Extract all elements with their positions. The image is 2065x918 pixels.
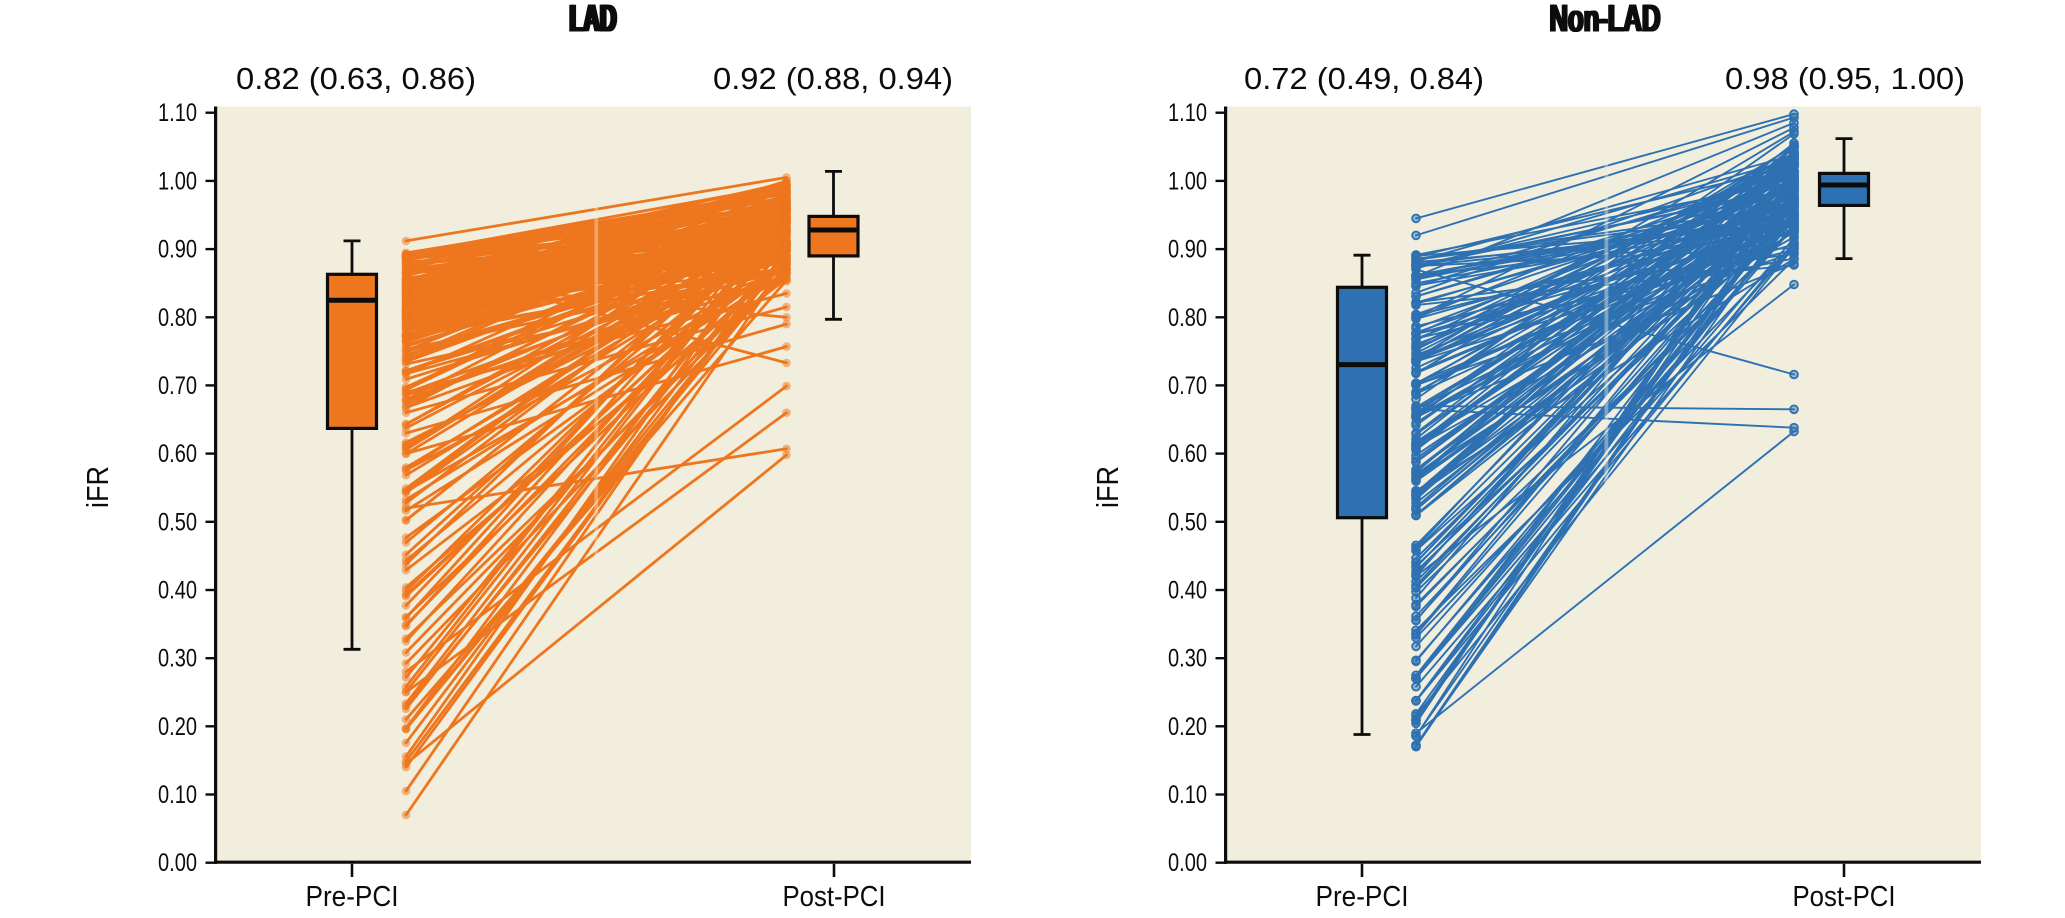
svg-text:0.70: 0.70	[1168, 372, 1207, 400]
svg-text:0.10: 0.10	[1168, 781, 1207, 809]
svg-text:0.20: 0.20	[158, 713, 197, 741]
svg-text:0.10: 0.10	[158, 781, 197, 809]
svg-text:Non-LAD: Non-LAD	[1551, 0, 1662, 41]
svg-text:0.80: 0.80	[158, 304, 197, 332]
svg-text:Pre-PCI: Pre-PCI	[306, 881, 399, 913]
svg-text:LAD: LAD	[571, 0, 618, 41]
svg-text:1.10: 1.10	[158, 99, 197, 127]
svg-text:0.80: 0.80	[1168, 304, 1207, 332]
svg-text:LAD: LAD	[570, 0, 617, 41]
svg-text:0.92 (0.88, 0.94): 0.92 (0.88, 0.94)	[713, 61, 953, 96]
svg-text:0.20: 0.20	[1168, 713, 1207, 741]
svg-text:Non-LAD: Non-LAD	[1550, 0, 1661, 41]
svg-text:iFR: iFR	[80, 466, 115, 508]
svg-text:0.98 (0.95, 1.00): 0.98 (0.95, 1.00)	[1725, 61, 1965, 96]
svg-text:Post-PCI: Post-PCI	[1793, 881, 1896, 913]
svg-text:Non-LAD: Non-LAD	[1548, 0, 1659, 41]
svg-text:0.50: 0.50	[1168, 508, 1207, 536]
svg-text:Post-PCI: Post-PCI	[783, 881, 886, 913]
svg-text:iFR: iFR	[1090, 466, 1125, 508]
svg-text:0.40: 0.40	[158, 577, 197, 605]
svg-text:1.00: 1.00	[158, 167, 197, 195]
svg-text:1.00: 1.00	[1168, 167, 1207, 195]
svg-text:0.50: 0.50	[158, 508, 197, 536]
svg-text:0.00: 0.00	[1168, 849, 1207, 877]
svg-text:LAD: LAD	[568, 0, 615, 41]
svg-text:1.10: 1.10	[1168, 99, 1207, 127]
svg-text:0.60: 0.60	[158, 440, 197, 468]
svg-text:0.72 (0.49, 0.84): 0.72 (0.49, 0.84)	[1244, 61, 1484, 96]
svg-text:0.60: 0.60	[1168, 440, 1207, 468]
svg-text:0.90: 0.90	[158, 236, 197, 264]
svg-text:0.00: 0.00	[158, 849, 197, 877]
svg-text:0.30: 0.30	[158, 645, 197, 673]
svg-text:0.82 (0.63, 0.86): 0.82 (0.63, 0.86)	[236, 61, 476, 96]
svg-text:0.70: 0.70	[158, 372, 197, 400]
svg-text:0.90: 0.90	[1168, 236, 1207, 264]
svg-text:Pre-PCI: Pre-PCI	[1316, 881, 1409, 913]
svg-text:0.40: 0.40	[1168, 577, 1207, 605]
svg-text:0.30: 0.30	[1168, 645, 1207, 673]
